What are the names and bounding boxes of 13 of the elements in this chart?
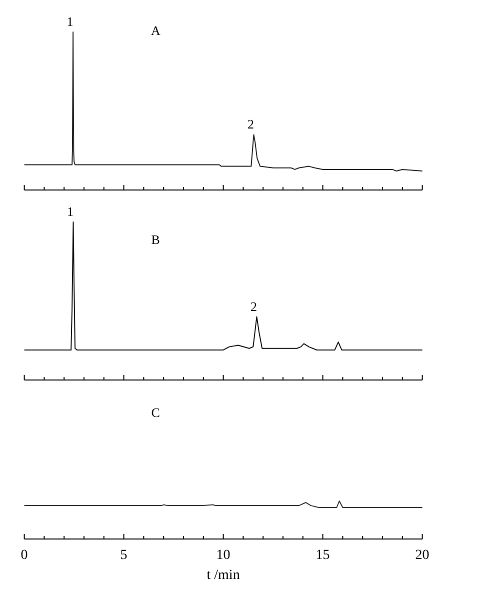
chart-title: A bbox=[150, 23, 161, 38]
x-tick-label: 15 bbox=[316, 548, 330, 563]
text: B bbox=[151, 232, 160, 247]
annotation: 2 bbox=[250, 298, 257, 314]
annotation: 1 bbox=[66, 14, 74, 29]
annotation: 1 bbox=[67, 204, 74, 219]
x-tick-label: 20 bbox=[415, 548, 430, 563]
annotation: 2 bbox=[247, 116, 254, 132]
x-tick-label: 10 bbox=[216, 548, 230, 563]
x-axis-title: t /min bbox=[206, 568, 240, 583]
chart-title: C bbox=[151, 405, 160, 420]
x-tick-label: 5 bbox=[120, 548, 128, 563]
x-tick-label: 0 bbox=[20, 548, 28, 563]
